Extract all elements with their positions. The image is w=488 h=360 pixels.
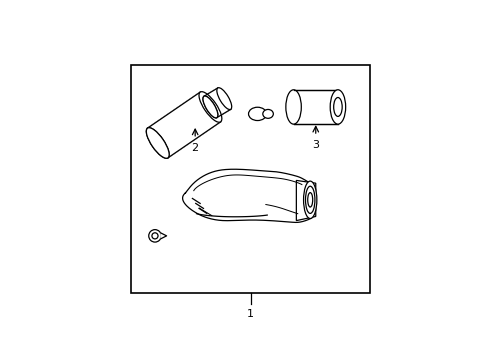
Text: 3: 3 <box>312 140 319 150</box>
Polygon shape <box>147 92 220 158</box>
Polygon shape <box>296 180 315 221</box>
Ellipse shape <box>146 128 169 158</box>
Ellipse shape <box>303 181 316 219</box>
Ellipse shape <box>285 90 301 124</box>
Ellipse shape <box>203 96 217 118</box>
Ellipse shape <box>216 88 231 109</box>
Polygon shape <box>203 88 230 118</box>
Bar <box>131 66 369 293</box>
Polygon shape <box>182 169 314 222</box>
Ellipse shape <box>152 233 158 239</box>
Ellipse shape <box>148 230 161 242</box>
Ellipse shape <box>248 107 266 121</box>
Polygon shape <box>161 233 166 239</box>
Ellipse shape <box>262 109 273 118</box>
Ellipse shape <box>307 193 312 207</box>
Ellipse shape <box>199 92 222 122</box>
Ellipse shape <box>146 128 169 158</box>
Ellipse shape <box>333 98 342 116</box>
Text: 1: 1 <box>246 309 254 319</box>
Ellipse shape <box>305 186 314 213</box>
Ellipse shape <box>203 96 217 118</box>
Bar <box>293 90 337 124</box>
Text: 2: 2 <box>191 143 198 153</box>
Ellipse shape <box>329 90 345 124</box>
